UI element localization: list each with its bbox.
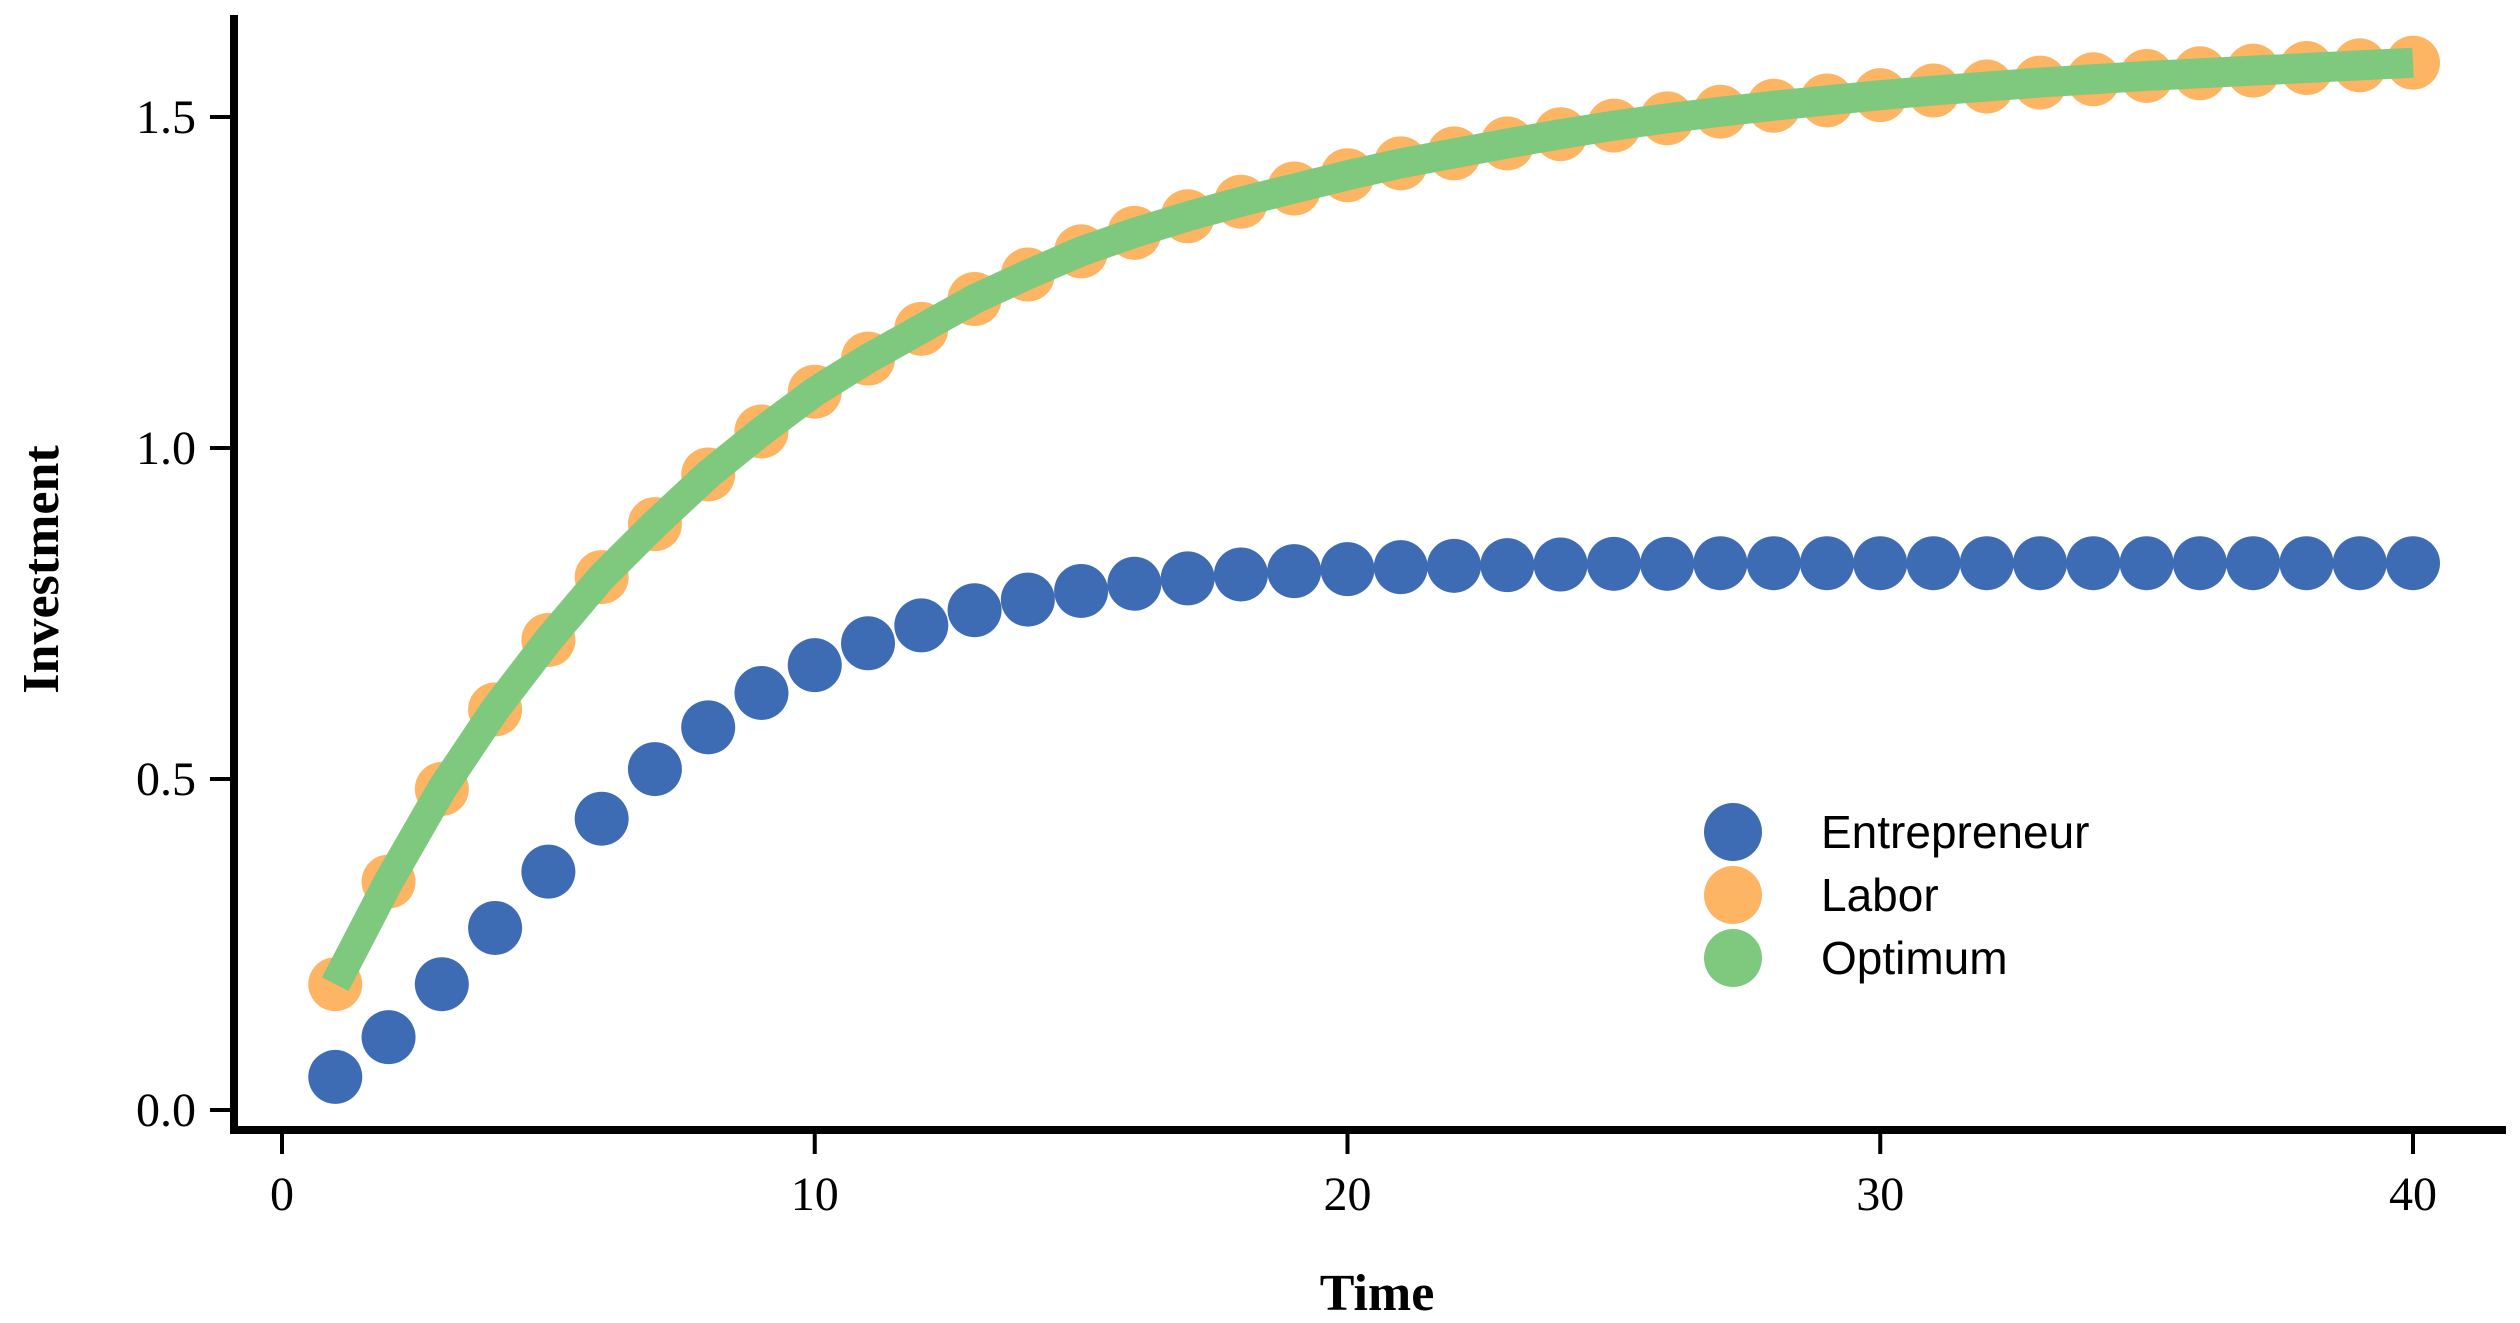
entrepreneur-point — [1480, 538, 1535, 593]
entrepreneur-point — [1054, 563, 1109, 618]
optimum-line — [321, 47, 2414, 992]
entrepreneur-point — [2172, 536, 2227, 591]
entrepreneur-point — [2279, 536, 2334, 591]
x-tick-label: 30 — [1856, 1168, 1904, 1221]
legend: Entrepreneur Labor Optimum — [1704, 803, 2090, 987]
entrepreneur-point — [574, 791, 629, 846]
axes — [230, 15, 2506, 1134]
entrepreneur-point — [1213, 547, 1268, 602]
entrepreneur-point — [1959, 536, 2014, 591]
entrepreneur-point — [1853, 536, 1908, 591]
x-tick-label: 10 — [791, 1168, 839, 1221]
entrepreneur-point — [1427, 538, 1482, 593]
entrepreneur-point — [1586, 536, 1641, 591]
legend-key-entrepreneur — [1704, 803, 1762, 861]
y-tick-label: 1.5 — [136, 91, 196, 144]
y-tick-label: 1.0 — [136, 422, 196, 475]
entrepreneur-point — [521, 844, 576, 899]
legend-label-optimum: Optimum — [1821, 932, 2008, 984]
x-axis-title: Time — [1320, 1265, 1435, 1322]
x-tick-label: 0 — [270, 1168, 294, 1221]
entrepreneur-point — [1746, 536, 1801, 591]
x-tick-label: 20 — [1324, 1168, 1372, 1221]
entrepreneur-point — [627, 742, 682, 797]
legend-label-entrepreneur: Entrepreneur — [1821, 806, 2090, 858]
entrepreneur-point — [2119, 536, 2174, 591]
entrepreneur-point — [2386, 536, 2440, 591]
y-tick-label: 0.0 — [136, 1084, 196, 1137]
entrepreneur-point — [894, 598, 949, 653]
entrepreneur-point — [2226, 536, 2281, 591]
entrepreneur-point — [841, 616, 896, 671]
entrepreneur-point — [1000, 572, 1055, 627]
x-tick-label: 40 — [2389, 1168, 2437, 1221]
entrepreneur-point — [787, 638, 842, 693]
legend-key-optimum — [1704, 929, 1762, 987]
y-axis-title: Investment — [13, 445, 70, 694]
entrepreneur-point — [414, 957, 469, 1012]
entrepreneur-point — [1320, 542, 1375, 597]
entrepreneur-point — [1906, 536, 1961, 591]
entrepreneur-point — [2066, 536, 2121, 591]
entrepreneur-point — [1693, 536, 1748, 591]
entrepreneur-point — [1533, 537, 1588, 592]
entrepreneur-point — [1640, 536, 1695, 591]
entrepreneur-point — [308, 1049, 363, 1104]
entrepreneur-point — [2332, 536, 2387, 591]
entrepreneur-point — [1107, 556, 1162, 611]
entrepreneur-point — [1799, 536, 1854, 591]
legend-key-labor — [1704, 866, 1762, 924]
entrepreneur-point — [1267, 544, 1322, 599]
entrepreneur-point — [361, 1010, 416, 1065]
entrepreneur-point — [734, 665, 789, 720]
entrepreneur-point — [2013, 536, 2068, 591]
entrepreneur-point — [468, 900, 523, 955]
entrepreneur-point — [1160, 551, 1215, 606]
y-tick-label: 0.5 — [136, 753, 196, 806]
entrepreneur-point — [681, 700, 736, 755]
ticks: 0 10 20 30 40 0.0 0.5 1.0 1.5 — [136, 91, 2437, 1221]
entrepreneur-point — [947, 583, 1002, 638]
series-points — [308, 35, 2440, 1104]
legend-label-labor: Labor — [1821, 869, 1939, 921]
entrepreneur-point — [1373, 540, 1428, 595]
